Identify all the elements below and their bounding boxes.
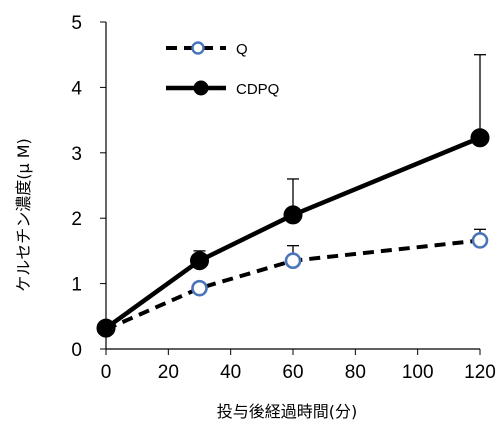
x-tick-label: 20: [158, 362, 179, 383]
y-tick-label: 4: [71, 78, 82, 99]
data-point-cdpq: [283, 205, 303, 225]
data-markers: [96, 128, 490, 338]
x-tick-label: 0: [101, 362, 112, 383]
legend-cdpq-label: CDPQ: [236, 81, 279, 98]
legend-entry-q: Q: [166, 41, 248, 58]
legend-q-marker: [191, 41, 205, 55]
x-tick-label: 120: [464, 362, 496, 383]
data-point-q: [284, 252, 302, 270]
x-tick-label: 60: [282, 362, 303, 383]
data-point-q: [191, 279, 208, 297]
data-point-cdpq: [470, 128, 490, 148]
y-tick-label: 3: [71, 144, 82, 165]
series-line-q: [105, 238, 481, 332]
x-tick-label: 80: [345, 362, 366, 383]
y-tick-label: 2: [71, 209, 82, 230]
x-tick-label: 40: [220, 362, 241, 383]
y-tick-label: 0: [71, 340, 82, 361]
y-tick-label: 1: [71, 275, 82, 296]
axis-ticks: 0 20 40 60 80 100 120 0 1 2 3 4 5: [71, 13, 495, 383]
series-line-cdpq: [104, 135, 481, 330]
x-axis-title: 投与後経過時間(分): [217, 402, 358, 421]
x-tick-label: 100: [402, 362, 434, 383]
legend-entry-cdpq: CDPQ: [166, 80, 279, 98]
series-lines: [104, 135, 481, 332]
data-point-cdpq: [96, 318, 116, 338]
y-axis-title: ケルセチン濃度(μ M): [14, 138, 33, 292]
legend-cdpq-marker: [193, 80, 209, 96]
data-point-q: [471, 232, 489, 249]
y-tick-label: 5: [71, 13, 82, 34]
legend: Q CDPQ: [166, 41, 279, 98]
legend-q-label: Q: [236, 41, 248, 58]
data-point-cdpq: [190, 251, 209, 271]
